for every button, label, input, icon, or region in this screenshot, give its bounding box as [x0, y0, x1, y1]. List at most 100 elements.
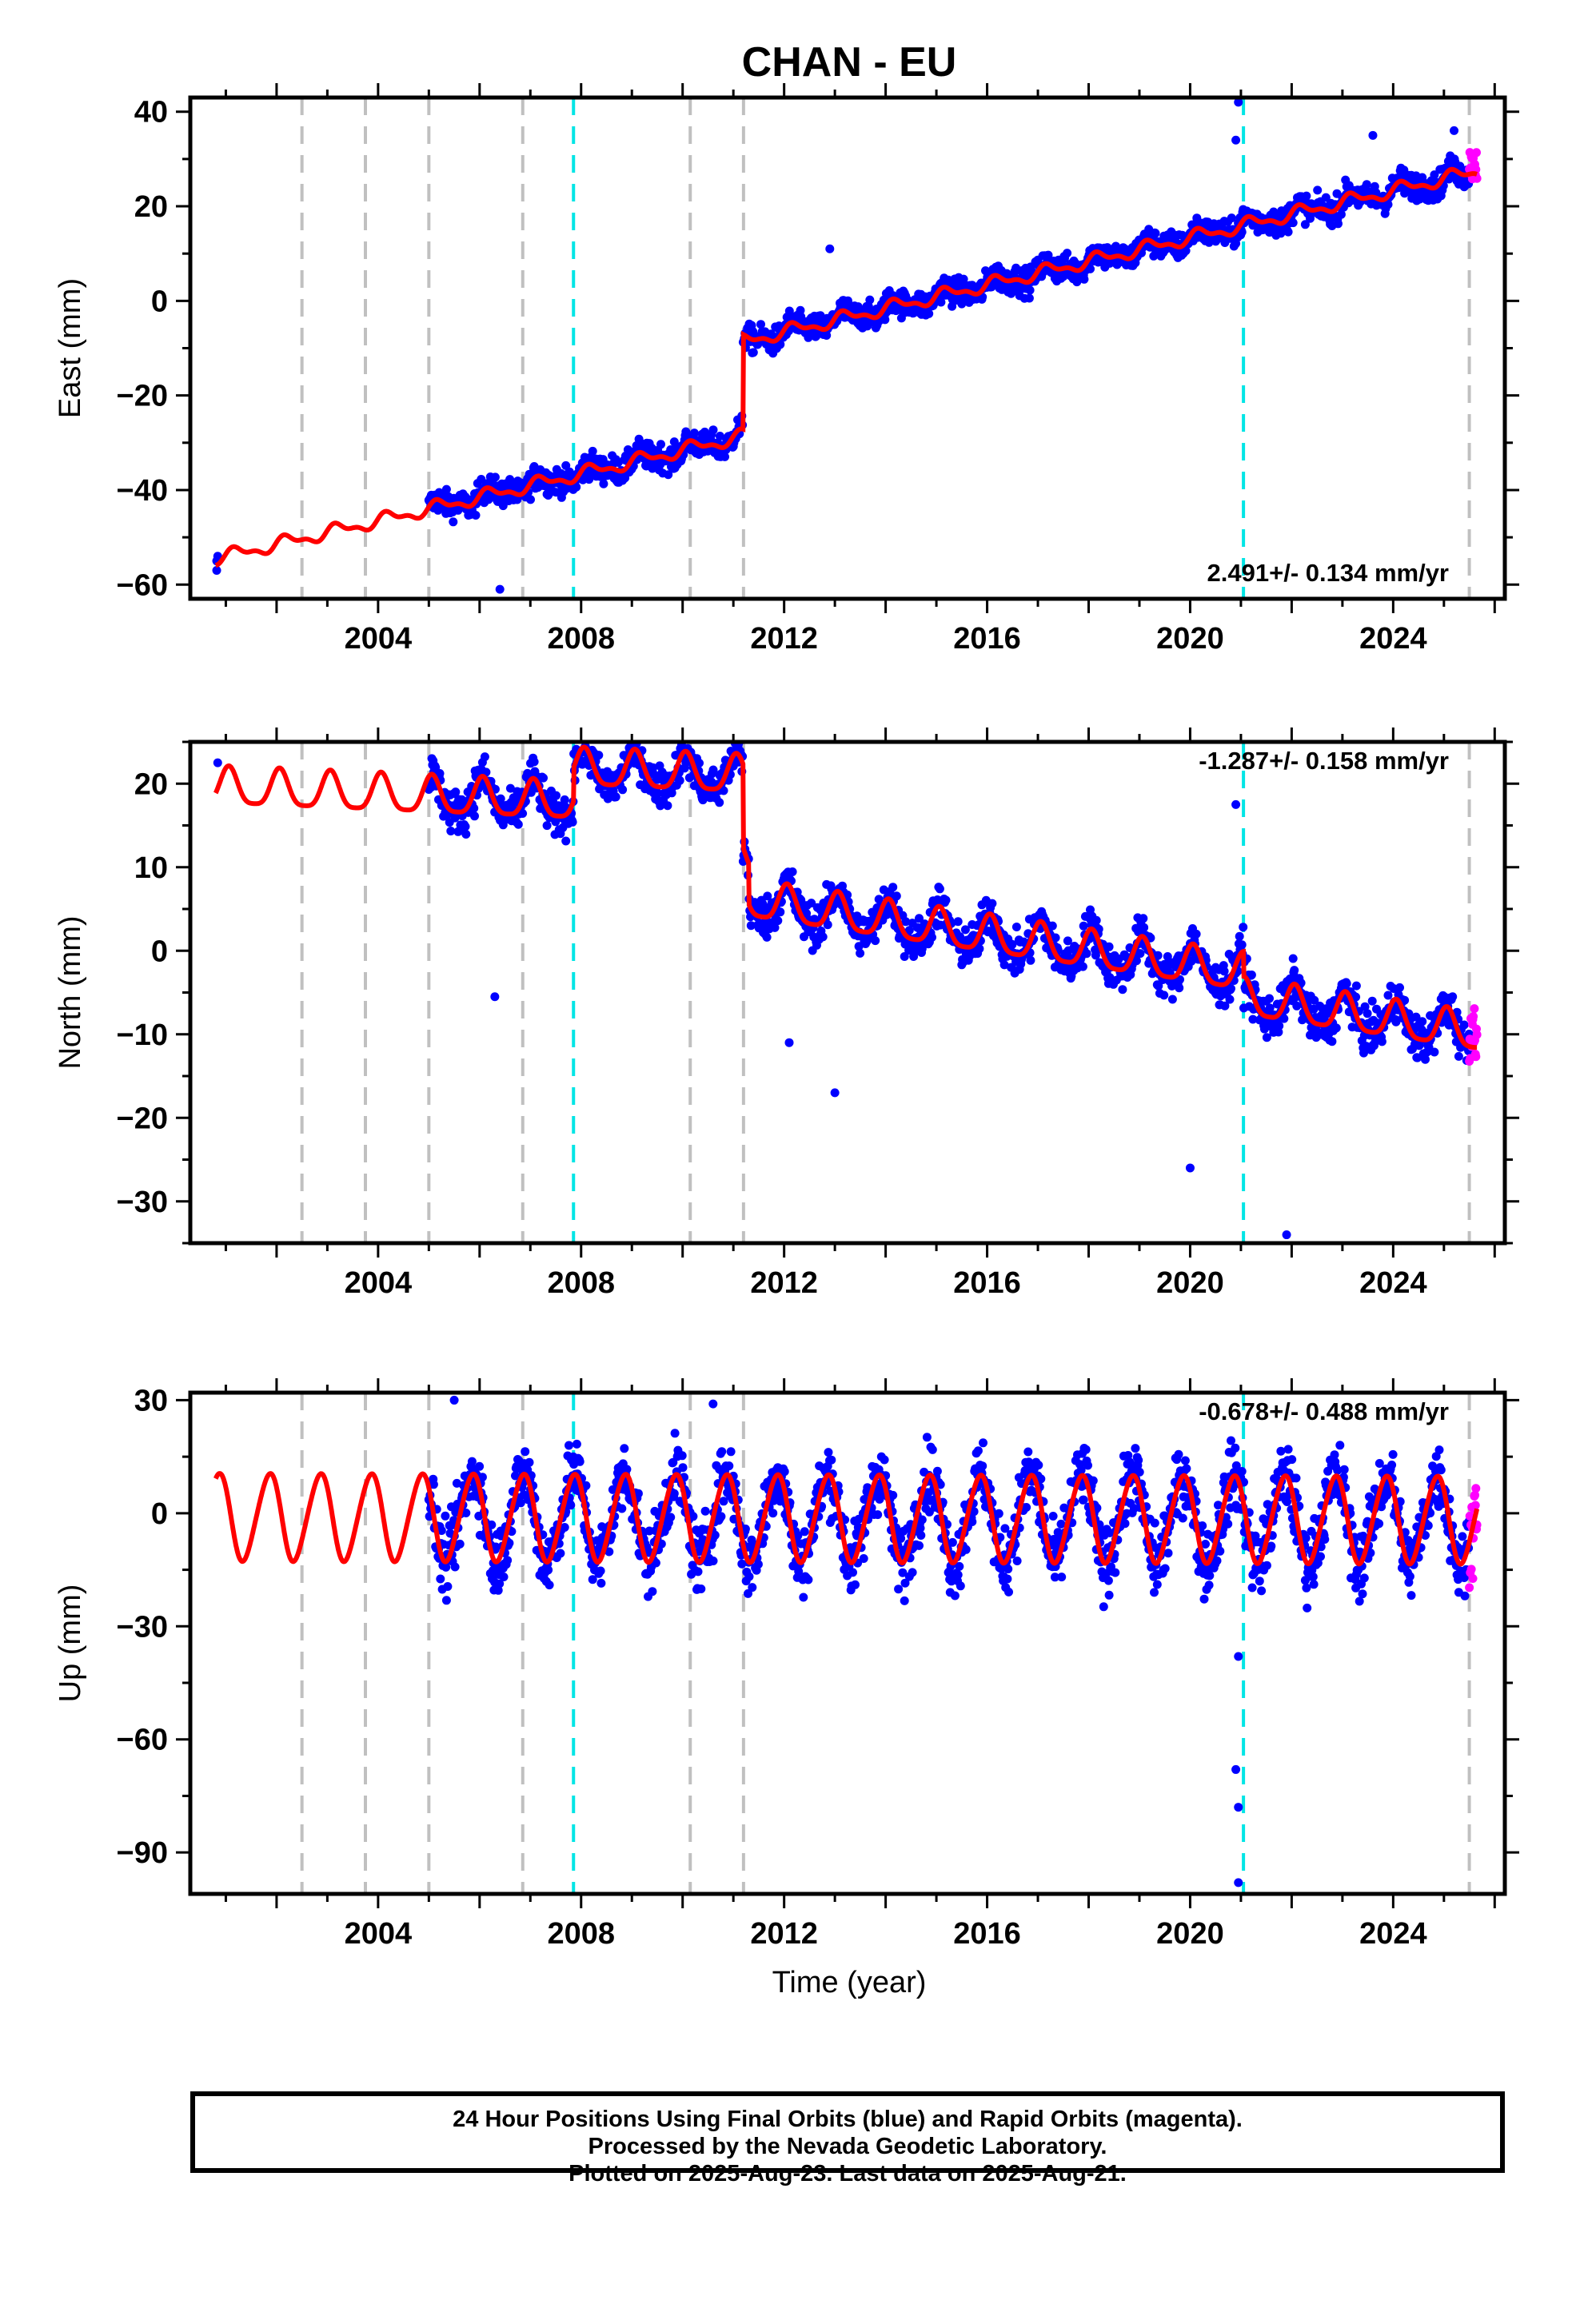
final-orbit-point	[680, 731, 688, 740]
final-orbit-point	[617, 1505, 626, 1513]
final-orbit-point	[1111, 1569, 1119, 1577]
y-tick-label: −20	[117, 380, 168, 413]
final-orbit-point	[827, 1456, 836, 1465]
final-orbit-point	[633, 728, 642, 737]
final-orbit-point	[1430, 1048, 1438, 1057]
final-orbit-point	[461, 822, 470, 831]
y-tick-label: −20	[117, 1102, 168, 1135]
final-orbit-point	[576, 1457, 585, 1466]
final-orbit-point	[962, 1545, 971, 1554]
final-orbit-point	[1363, 1009, 1372, 1018]
final-orbit-point	[1034, 1461, 1043, 1469]
y-tick-label: −40	[117, 474, 168, 508]
final-orbit-point	[1048, 922, 1057, 931]
final-orbit-point	[632, 726, 640, 735]
final-orbit-point	[978, 1461, 987, 1470]
final-orbit-point	[908, 1568, 917, 1577]
final-orbit-point	[1179, 1514, 1187, 1523]
y-axis-label: East (mm)	[54, 278, 87, 418]
rapid-orbit-point	[1473, 1030, 1482, 1039]
final-orbit-point	[449, 517, 457, 526]
final-orbit-point	[481, 752, 489, 761]
final-orbit-point	[500, 1573, 509, 1581]
final-orbit-point	[596, 1567, 605, 1576]
final-orbit-point	[1105, 1591, 1114, 1600]
final-orbit-point	[1026, 286, 1035, 295]
final-orbit-point	[526, 495, 535, 504]
final-orbit-point	[1454, 1052, 1463, 1061]
final-orbit-point	[618, 785, 627, 794]
outlier-point	[1368, 131, 1377, 140]
final-orbit-point	[589, 447, 597, 456]
final-orbit-point	[573, 1440, 581, 1449]
final-orbit-point	[1131, 1444, 1139, 1453]
x-tick-label: 2004	[345, 1266, 413, 1300]
final-orbit-point	[544, 1565, 553, 1574]
final-orbit-point	[1151, 229, 1160, 237]
final-orbit-point	[748, 1583, 756, 1592]
final-orbit-point	[1025, 294, 1034, 303]
final-orbit-point	[1151, 1519, 1159, 1528]
final-orbit-point	[727, 1447, 736, 1456]
final-orbit-point	[1290, 966, 1299, 975]
final-orbit-point	[928, 933, 936, 942]
final-orbit-point	[656, 440, 665, 448]
final-orbit-point	[1118, 985, 1127, 994]
x-tick-label: 2012	[750, 622, 818, 656]
final-orbit-point	[1192, 930, 1201, 939]
final-orbit-point	[892, 891, 901, 900]
final-orbit-point	[1049, 1512, 1058, 1521]
y-tick-label: −30	[117, 1186, 168, 1219]
final-orbit-point	[709, 425, 718, 434]
final-orbit-point	[1343, 979, 1351, 988]
final-orbit-point	[521, 1447, 529, 1456]
final-orbit-point	[1012, 923, 1021, 931]
final-orbit-point	[1238, 940, 1247, 949]
final-orbit-point	[1164, 1549, 1173, 1557]
outlier-point	[1186, 1163, 1195, 1172]
final-orbit-point	[754, 1560, 763, 1569]
final-orbit-point	[1026, 956, 1035, 965]
final-orbit-point	[545, 1581, 554, 1589]
outlier-point	[496, 585, 505, 594]
y-tick-label: 10	[134, 851, 168, 885]
final-orbit-point	[612, 792, 620, 801]
final-orbit-point	[599, 480, 608, 488]
final-orbit-point	[1023, 1448, 1032, 1457]
final-orbit-point	[1334, 219, 1343, 228]
final-orbit-point	[1105, 943, 1114, 951]
final-orbit-point	[666, 1513, 675, 1521]
final-orbit-point	[717, 1447, 726, 1456]
final-orbit-point	[1395, 983, 1404, 992]
rapid-orbit-point	[1472, 148, 1481, 157]
final-orbit-point	[456, 1540, 465, 1549]
final-orbit-point	[1079, 922, 1088, 931]
final-orbit-point	[1161, 1565, 1170, 1573]
final-orbit-point	[1057, 1573, 1066, 1581]
x-tick-label: 2016	[953, 1266, 1021, 1300]
final-orbit-point	[1079, 275, 1088, 284]
final-orbit-point	[679, 1463, 688, 1472]
final-orbit-point	[648, 1587, 656, 1596]
final-orbit-point	[1139, 914, 1147, 923]
outlier-point	[1450, 126, 1458, 135]
final-orbit-point	[1083, 949, 1091, 958]
final-orbit-point	[954, 1570, 963, 1579]
final-orbit-point	[848, 1568, 857, 1577]
outlier-point	[825, 245, 834, 253]
final-orbit-point	[824, 1448, 833, 1457]
final-orbit-point	[916, 1531, 925, 1540]
y-tick-label: 0	[151, 285, 168, 318]
final-orbit-point	[1089, 1477, 1098, 1485]
early-point	[213, 1422, 221, 1431]
final-orbit-point	[942, 896, 951, 905]
final-orbit-point	[543, 821, 552, 830]
final-orbit-point	[1239, 923, 1247, 931]
final-orbit-point	[1460, 1021, 1469, 1030]
final-orbit-point	[1384, 991, 1393, 1000]
final-orbit-point	[975, 944, 984, 953]
final-orbit-point	[436, 1575, 445, 1584]
